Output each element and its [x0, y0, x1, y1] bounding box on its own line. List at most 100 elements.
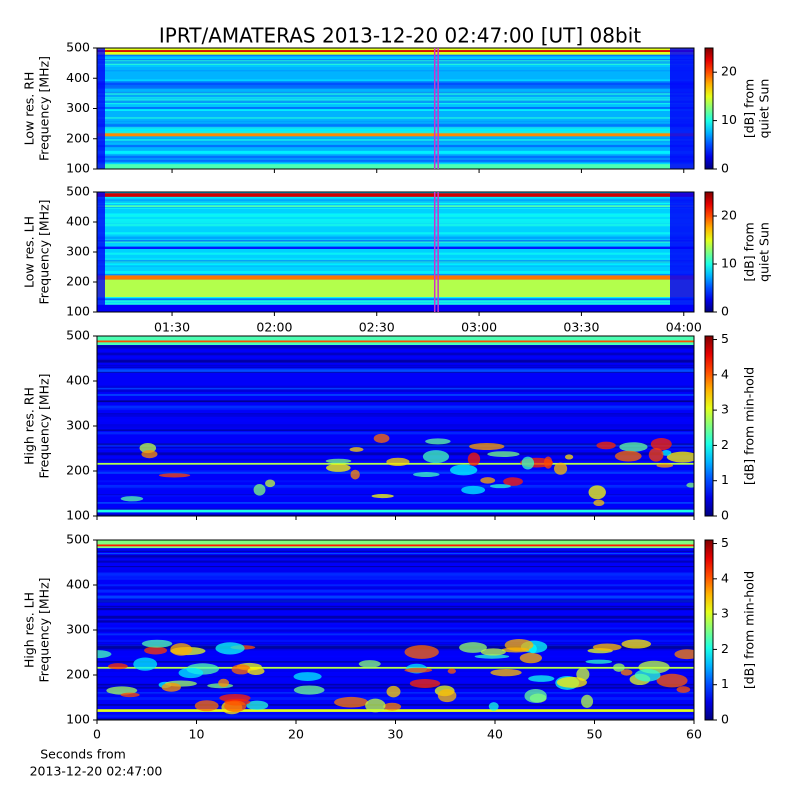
blob — [219, 693, 251, 703]
band — [97, 193, 694, 197]
blob — [231, 664, 251, 675]
stripe — [97, 627, 694, 630]
stripe — [97, 400, 694, 403]
stripe — [97, 452, 694, 454]
blob — [614, 450, 642, 462]
stripe — [97, 641, 694, 644]
blob — [461, 485, 486, 495]
blob — [349, 447, 364, 452]
blob — [373, 433, 390, 444]
blob — [619, 442, 648, 452]
stripe — [97, 683, 694, 685]
blob — [650, 437, 672, 451]
stripe — [97, 299, 694, 303]
colorbar-tick-label: 4 — [721, 366, 729, 381]
colorbar-label: [dB] from — [742, 222, 757, 281]
colorbar-label: [dB] from min-hold — [742, 367, 757, 485]
blob — [383, 702, 402, 711]
blob — [425, 438, 451, 445]
stripe — [97, 127, 694, 130]
colorbar-tick-label: 3 — [721, 402, 729, 417]
stripe — [97, 218, 694, 222]
blob — [521, 456, 535, 470]
blob — [634, 669, 661, 682]
colorbar-tick-label: 0 — [721, 304, 729, 319]
blob — [467, 452, 481, 466]
stripe — [97, 607, 694, 611]
blob — [469, 442, 505, 451]
blob — [386, 685, 401, 698]
y-tick-label: 300 — [66, 418, 90, 433]
blob — [215, 642, 245, 655]
blob — [437, 689, 457, 703]
stripe — [97, 263, 694, 266]
stripe — [97, 389, 694, 392]
y-tick-label: 400 — [66, 373, 90, 388]
stripe — [97, 241, 694, 243]
colorbar — [704, 335, 714, 517]
stripe — [97, 413, 694, 415]
band — [97, 50, 694, 52]
y-axis-label: Frequency [MHz] — [37, 56, 52, 161]
stripe — [97, 419, 694, 422]
stripe — [97, 92, 694, 96]
blob — [247, 667, 265, 675]
stripe — [97, 550, 694, 552]
stripe — [97, 560, 694, 563]
stripe — [97, 236, 694, 240]
stripe — [97, 599, 694, 603]
blob — [543, 456, 553, 469]
stripe — [97, 633, 694, 636]
stripe — [97, 424, 694, 427]
blob — [358, 660, 381, 668]
stripe — [97, 302, 694, 306]
blob — [489, 484, 511, 489]
stripe — [97, 85, 694, 89]
blob — [576, 667, 590, 681]
colorbar-tick-label: 20 — [721, 64, 737, 79]
y-tick-label: 500 — [66, 184, 90, 199]
stripe — [97, 369, 694, 373]
stripe — [97, 417, 694, 420]
stripe — [97, 714, 694, 717]
colorbar-tick-label: 2 — [721, 641, 729, 656]
y-tick-label: 300 — [66, 100, 90, 115]
stripe — [97, 123, 694, 127]
band — [97, 205, 694, 207]
blob — [581, 694, 594, 708]
stripe — [97, 494, 694, 496]
colorbar-tick-label: 10 — [721, 256, 737, 271]
stripe — [97, 259, 694, 262]
stripe — [97, 697, 694, 700]
y-tick-label: 300 — [66, 244, 90, 259]
stripe — [97, 155, 694, 159]
blob — [218, 678, 230, 688]
band — [97, 246, 694, 249]
stripe — [97, 143, 694, 146]
stripe — [97, 647, 694, 651]
y-tick-label: 100 — [66, 161, 90, 176]
blob — [371, 493, 394, 499]
y-tick-label: 200 — [66, 274, 90, 289]
colorbar-tick-label: 20 — [721, 208, 737, 223]
stripe — [97, 715, 694, 719]
blob — [593, 499, 605, 507]
stripe — [97, 203, 694, 205]
stripe — [97, 407, 694, 411]
stripe — [97, 718, 694, 720]
stripe — [97, 429, 694, 431]
colorbar-tick-label: 1 — [721, 472, 729, 487]
stripe — [97, 140, 694, 143]
blob — [596, 441, 616, 450]
band — [97, 150, 694, 154]
stripe — [97, 584, 694, 586]
colorbar-tick-label: 1 — [721, 676, 729, 691]
blob — [170, 643, 193, 656]
stripe — [97, 572, 694, 576]
stripe — [97, 57, 694, 60]
colorbar-tick-label: 0 — [721, 712, 729, 727]
y-axis-label: Frequency [MHz] — [37, 577, 52, 682]
y-axis-label: Frequency [MHz] — [37, 373, 52, 478]
